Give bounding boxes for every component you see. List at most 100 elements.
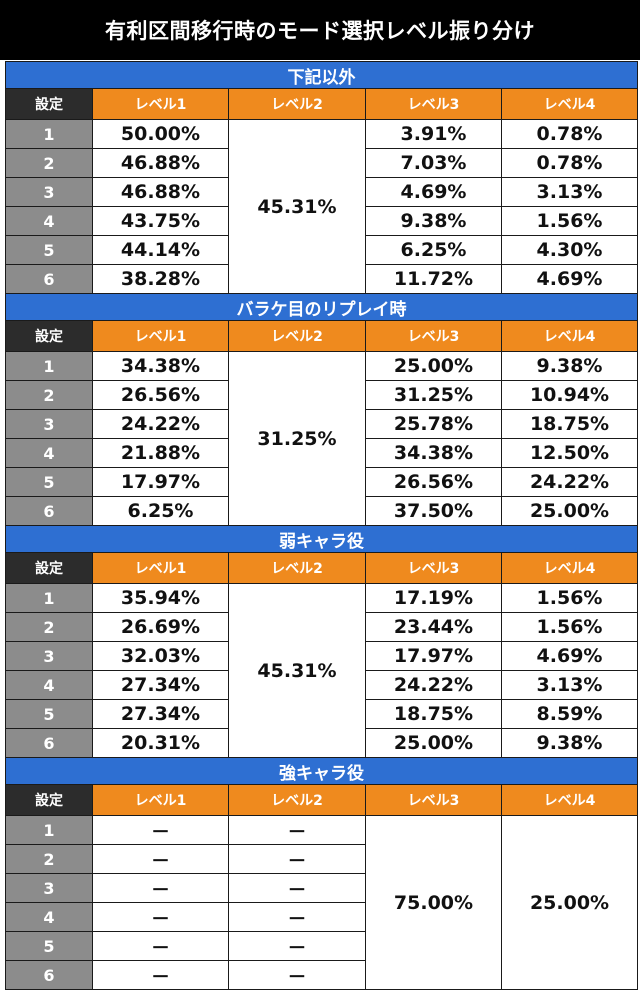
level1-value: 6.25% — [92, 496, 229, 526]
setting-number: 4 — [5, 670, 93, 700]
level4-value: 0.78% — [500, 148, 639, 178]
setting-number: 3 — [5, 873, 93, 903]
level4-value: 1.56% — [500, 206, 639, 236]
level1-value: 27.34% — [92, 670, 229, 700]
level1-value: 34.38% — [92, 351, 229, 381]
level3-value: 31.25% — [365, 380, 502, 410]
level4-value: 1.56% — [500, 583, 639, 613]
level2-value: － — [228, 873, 366, 903]
level1-value: 50.00% — [92, 119, 229, 149]
level3-value: 18.75% — [365, 699, 502, 729]
level2-value: － — [228, 902, 366, 932]
level4-value: 1.56% — [500, 612, 639, 642]
setting-number: 1 — [5, 815, 93, 845]
setting-number: 4 — [5, 206, 93, 236]
table-row: 5 27.34% 18.75% 8.59% — [5, 699, 639, 729]
setting-number: 1 — [5, 583, 93, 613]
level1-value: 38.28% — [92, 264, 229, 294]
level-column-header-4: レベル4 — [500, 552, 639, 584]
table-row: 3 －－ — [5, 873, 638, 903]
setting-column-header: 設定 — [5, 320, 93, 352]
column-header-row: 設定 レベル1 レベル2 レベル3 レベル4 — [5, 784, 639, 816]
setting-number: 5 — [5, 467, 93, 497]
section-header-row: 弱キャラ役 — [4, 525, 639, 553]
level-column-header-3: レベル3 — [365, 320, 502, 352]
level-column-header-1: レベル1 — [92, 88, 229, 120]
level4-value: 4.30% — [500, 235, 639, 265]
level4-value: 9.38% — [500, 351, 639, 381]
level1-value: 20.31% — [92, 728, 229, 758]
table-row: 3 32.03% 17.97% 4.69% — [5, 641, 639, 671]
table-row: 2 26.56% 31.25% 10.94% — [5, 380, 639, 410]
table-row: 4 －－ — [5, 902, 638, 932]
level4-value: 9.38% — [500, 728, 639, 758]
level-column-header-3: レベル3 — [365, 552, 502, 584]
level2-value: － — [228, 931, 366, 961]
level3-value: 3.91% — [365, 119, 502, 149]
level3-value: 9.38% — [365, 206, 502, 236]
level1-value: － — [92, 902, 229, 932]
level-column-header-3: レベル3 — [365, 784, 502, 816]
level4-value: 25.00% — [500, 496, 639, 526]
level1-value: 24.22% — [92, 409, 229, 439]
setting-number: 4 — [5, 902, 93, 932]
level1-value: 17.97% — [92, 467, 229, 497]
distribution-table-container: 下記以外 設定 レベル1 レベル2 レベル3 レベル4 1 50.00% 45.31% 3.91%… — [4, 61, 639, 990]
level-column-header-2: レベル2 — [228, 552, 366, 584]
setting-number: 2 — [5, 380, 93, 410]
table-row: 1 35.94% 45.31% 17.19% 1.56% — [5, 583, 639, 758]
table-row: 5 17.97% 26.56% 24.22% — [5, 467, 639, 497]
level1-value: 46.88% — [92, 177, 229, 207]
level1-value: － — [92, 960, 229, 990]
setting-number: 6 — [5, 728, 93, 758]
setting-number: 3 — [5, 641, 93, 671]
level3-value: 17.19% — [365, 583, 502, 613]
table-row: 2 －－ — [5, 844, 638, 874]
setting-number: 5 — [5, 931, 93, 961]
section-header-row: バラケ目のリプレイ時 — [4, 293, 639, 321]
level-column-header-1: レベル1 — [92, 320, 229, 352]
table-row: 2 46.88% 7.03% 0.78% — [5, 148, 639, 178]
table-row: 4 27.34% 24.22% 3.13% — [5, 670, 639, 700]
section-header-row: 強キャラ役 — [4, 757, 639, 785]
level4-value: 0.78% — [500, 119, 639, 149]
page-title: 有利区間移行時のモード選択レベル振り分け — [0, 0, 640, 60]
level1-value: 27.34% — [92, 699, 229, 729]
level4-value: 4.69% — [500, 264, 639, 294]
table-row: 1 －－ 75.00% 25.00% — [5, 815, 639, 990]
level1-value: － — [92, 844, 229, 874]
table-row: 6 －－ — [5, 960, 638, 990]
table-row: 3 24.22% 25.78% 18.75% — [5, 409, 639, 439]
level4-value: 12.50% — [500, 438, 639, 468]
level-column-header-2: レベル2 — [228, 88, 366, 120]
level1-value: － — [92, 931, 229, 961]
level3-value: 4.69% — [365, 177, 502, 207]
setting-column-header: 設定 — [5, 552, 93, 584]
level4-value: 4.69% — [500, 641, 639, 671]
level1-value: 26.69% — [92, 612, 229, 642]
level4-value: 18.75% — [500, 409, 639, 439]
level1-value: 26.56% — [92, 380, 229, 410]
setting-number: 1 — [5, 351, 93, 381]
level2-value: － — [228, 815, 366, 845]
section-title: バラケ目のリプレイ時 — [4, 293, 639, 321]
level3-value: 24.22% — [365, 670, 502, 700]
level3-value: 11.72% — [365, 264, 502, 294]
setting-number: 4 — [5, 438, 93, 468]
level-column-header-2: レベル2 — [228, 784, 366, 816]
level2-value: － — [228, 844, 366, 874]
setting-number: 3 — [5, 177, 93, 207]
table-row: 6 20.31% 25.00% 9.38% — [5, 728, 639, 758]
section-header-row: 下記以外 — [4, 61, 639, 89]
setting-column-header: 設定 — [5, 88, 93, 120]
setting-number: 6 — [5, 960, 93, 990]
table-row: 2 26.69% 23.44% 1.56% — [5, 612, 639, 642]
level4-merged-value: 25.00% — [500, 815, 639, 990]
level3-value: 25.00% — [365, 351, 502, 381]
setting-number: 2 — [5, 612, 93, 642]
level2-merged-value: 45.31% — [228, 583, 366, 758]
table-body: 下記以外 設定 レベル1 レベル2 レベル3 レベル4 1 50.00% 45.31% 3.91%… — [4, 61, 639, 990]
table-row: 4 43.75% 9.38% 1.56% — [5, 206, 639, 236]
level1-value: － — [92, 815, 229, 845]
setting-number: 2 — [5, 148, 93, 178]
